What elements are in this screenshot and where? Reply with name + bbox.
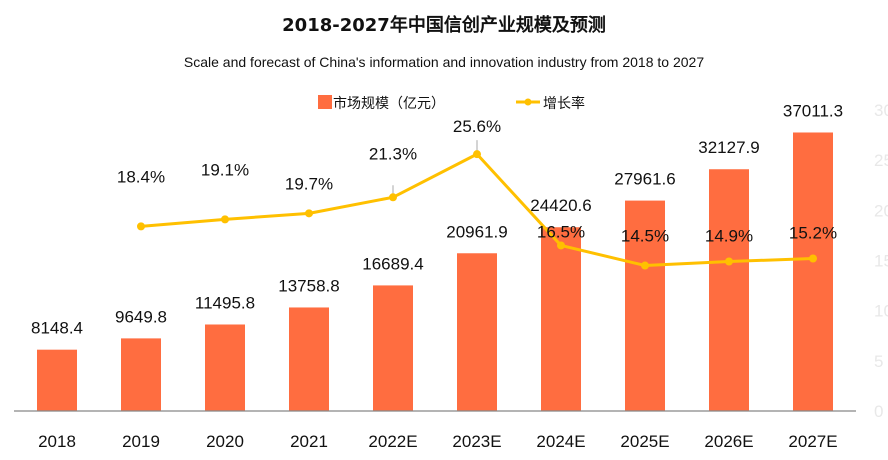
bar-value-label: 9649.8 xyxy=(115,307,167,326)
line-value-label: 19.7% xyxy=(285,174,333,193)
bar-value-label: 20961.9 xyxy=(446,222,507,241)
x-tick-label: 2020 xyxy=(206,432,244,451)
line-value-label: 19.1% xyxy=(201,160,249,179)
line-value-labels: 18.4% 19.1% 19.7% 21.3% 25.6% 16.5% 14.5% 14.9%… xyxy=(117,117,837,245)
x-tick-label: 2025E xyxy=(620,432,669,451)
legend-label-growth: 增长率 xyxy=(543,95,585,112)
y2-tick-label: 5 xyxy=(874,352,883,371)
x-tick-label: 2024E xyxy=(536,432,585,451)
line-value-label: 25.6% xyxy=(453,117,501,136)
x-tick-label: 2026E xyxy=(704,432,753,451)
line-point xyxy=(473,150,481,159)
bar xyxy=(121,338,161,411)
line-point xyxy=(725,257,733,266)
bar xyxy=(289,307,329,411)
bar-value-label: 27961.6 xyxy=(614,170,675,189)
x-axis-ticks: 2018 2019 2020 2021 2022E 2023E 2024E 2025E 2026… xyxy=(38,432,838,451)
line-value-label: 21.3% xyxy=(369,144,417,163)
y2-tick-label: 0 xyxy=(874,402,883,421)
chart-subtitle: Scale and forecast of China's informatio… xyxy=(184,54,704,70)
legend-swatch-market-size xyxy=(318,95,332,109)
y2-tick-label: 25 xyxy=(874,151,888,170)
bar xyxy=(709,169,749,411)
line-point xyxy=(809,254,817,263)
line-value-label: 16.5% xyxy=(537,222,585,241)
x-tick-label: 2018 xyxy=(38,432,76,451)
bar-value-label: 16689.4 xyxy=(362,254,423,273)
bar-value-label: 37011.3 xyxy=(783,101,843,120)
line-value-label: 15.2% xyxy=(789,223,837,242)
line-point xyxy=(221,215,229,224)
x-tick-label: 2021 xyxy=(290,432,328,451)
line-series xyxy=(137,150,817,270)
bar xyxy=(457,253,497,411)
y2-axis-ticks: 0 5 10 15 20 25 30 xyxy=(874,101,888,421)
y2-tick-label: 20 xyxy=(874,201,888,220)
bar xyxy=(625,200,665,411)
line-value-label: 14.9% xyxy=(705,227,753,246)
x-tick-label: 2019 xyxy=(122,432,160,451)
bar-series xyxy=(37,132,833,411)
line-point xyxy=(305,209,313,218)
bar-value-label: 13758.8 xyxy=(278,276,339,295)
line-point xyxy=(557,241,565,250)
line-point xyxy=(641,261,649,270)
bar xyxy=(793,132,833,411)
line-point xyxy=(137,222,145,231)
y2-tick-label: 10 xyxy=(874,302,888,321)
bar-value-label: 32127.9 xyxy=(698,138,759,157)
line-value-label: 18.4% xyxy=(117,167,165,186)
x-tick-label: 2027E xyxy=(788,432,837,451)
bar-value-labels: 8148.4 9649.8 11495.8 13758.8 16689.4 20961.9… xyxy=(31,101,843,337)
y2-tick-label: 15 xyxy=(874,252,888,271)
bar xyxy=(205,324,245,411)
x-tick-label: 2023E xyxy=(452,432,501,451)
line-value-label: 14.5% xyxy=(621,227,669,246)
y2-tick-label: 30 xyxy=(874,101,888,120)
legend-swatch-growth-marker xyxy=(524,98,532,106)
x-tick-label: 2022E xyxy=(368,432,417,451)
bar xyxy=(37,349,77,411)
bar xyxy=(373,285,413,411)
chart-title: 2018-2027年中国信创产业规模及预测 xyxy=(282,14,606,36)
bar-value-label: 24420.6 xyxy=(530,196,591,215)
line-point xyxy=(389,193,397,202)
bar xyxy=(541,227,581,411)
legend-label-market-size: 市场规模（亿元） xyxy=(333,95,445,112)
bar-value-label: 8148.4 xyxy=(31,319,83,338)
bar-value-label: 11495.8 xyxy=(195,293,255,312)
legend: 市场规模（亿元） 增长率 xyxy=(318,95,585,112)
